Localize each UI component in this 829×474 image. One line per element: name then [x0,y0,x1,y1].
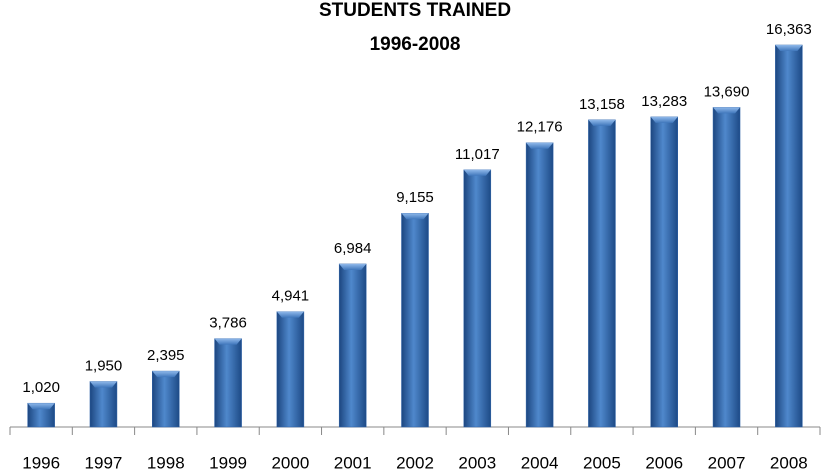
bar [214,338,242,428]
x-tick-label: 2008 [770,453,808,472]
value-label: 4,941 [272,288,310,305]
value-label: 9,155 [396,189,434,206]
value-label: 16,363 [766,21,812,38]
bar-bevel [775,45,803,51]
value-label: 1,950 [85,357,123,374]
chart-title: STUDENTS TRAINED [319,0,511,21]
bar [588,119,616,428]
bar [401,213,429,428]
value-label: 6,984 [334,240,372,257]
x-tick-label: 1998 [147,453,185,472]
bar [463,169,492,428]
value-label: 2,395 [147,347,185,364]
bar-bevel [401,213,429,220]
x-tick-label: 2005 [583,453,621,472]
bar [338,263,367,428]
value-label: 13,690 [704,83,750,100]
x-tick-label: 2000 [271,453,309,472]
x-tick-label: 1997 [85,453,123,472]
bar-bevel [526,142,554,149]
bar-bevel [588,119,616,126]
x-tick-label: 2004 [521,453,559,472]
bar-bevel [339,263,367,270]
bar-bevel [152,371,180,378]
value-label: 13,158 [579,96,625,113]
bar [152,370,180,428]
x-tick-label: 2006 [645,453,683,472]
bar [276,311,305,428]
bar [712,107,741,428]
value-label: 1,020 [22,379,60,396]
chart-subtitle: 1996-2008 [370,34,461,55]
bar-bevel [713,107,741,114]
x-tick-label: 2002 [396,453,434,472]
bar [650,116,678,428]
value-label: 11,017 [455,146,500,163]
x-tick-label: 2001 [334,453,372,472]
bar-bevel [276,311,304,318]
bar-bevel [27,403,55,410]
value-label: 13,283 [641,93,687,110]
x-tick-label: 2003 [458,453,496,472]
bar [525,142,554,428]
bar [89,381,118,428]
x-tick-label: 2007 [708,453,746,472]
value-label: 3,786 [209,315,247,332]
bar-bevel [650,116,678,123]
value-label: 12,176 [517,119,563,136]
bar-bevel [214,338,242,345]
x-tick-label: 1999 [209,453,247,472]
bar-bevel [89,381,117,388]
bar-bevel [463,169,491,176]
x-tick-label: 1996 [22,453,60,472]
bar [775,44,803,428]
